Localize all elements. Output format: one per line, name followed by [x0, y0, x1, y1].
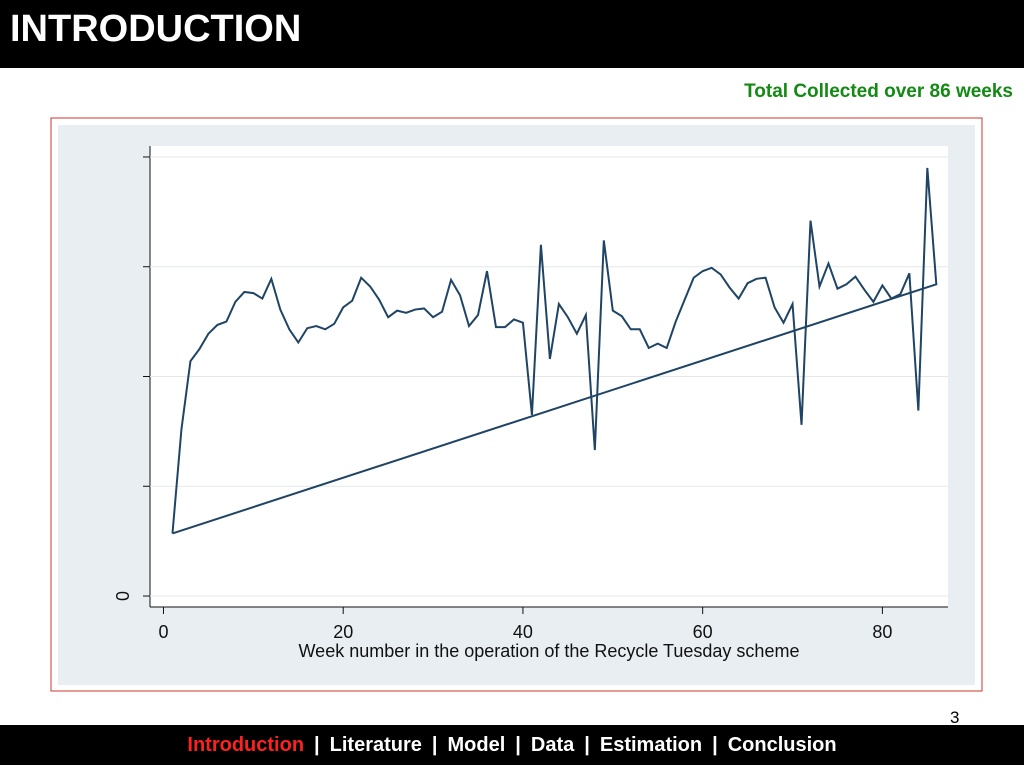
nav-separator: |	[712, 734, 718, 756]
x-axis-label: Week number in the operation of the Recy…	[299, 641, 800, 661]
nav-separator: |	[431, 734, 438, 756]
x-tick-label: 20	[333, 622, 353, 642]
nav-item[interactable]: Data	[530, 734, 575, 756]
nav-item[interactable]: Introduction	[187, 734, 305, 756]
header: INTRODUCTION	[0, 0, 1024, 68]
nav-separator: |	[584, 734, 590, 756]
nav-item[interactable]: Model	[447, 734, 506, 756]
x-tick-label: 40	[513, 622, 533, 642]
nav-separator: |	[515, 734, 521, 756]
page-number: 3	[950, 708, 960, 727]
slide-title: INTRODUCTION	[10, 8, 302, 50]
data-line	[171, 167, 938, 535]
nav-item[interactable]: Estimation	[599, 734, 703, 756]
y-tick-label: 0	[113, 591, 133, 601]
nav-bar: Introduction | Literature | Model | Data | Estim…	[0, 725, 1024, 765]
chart: Week number in the operation of the Recy…	[50, 117, 983, 692]
nav-separator: |	[314, 734, 320, 756]
x-tick-label: 60	[693, 622, 713, 642]
nav-item[interactable]: Literature	[329, 734, 422, 756]
nav-item[interactable]: Conclusion	[727, 734, 837, 756]
x-tick-label: 80	[872, 622, 892, 642]
x-tick-label: 0	[158, 622, 168, 642]
chart-title: Total Collected over 86 weeks	[744, 81, 1013, 102]
